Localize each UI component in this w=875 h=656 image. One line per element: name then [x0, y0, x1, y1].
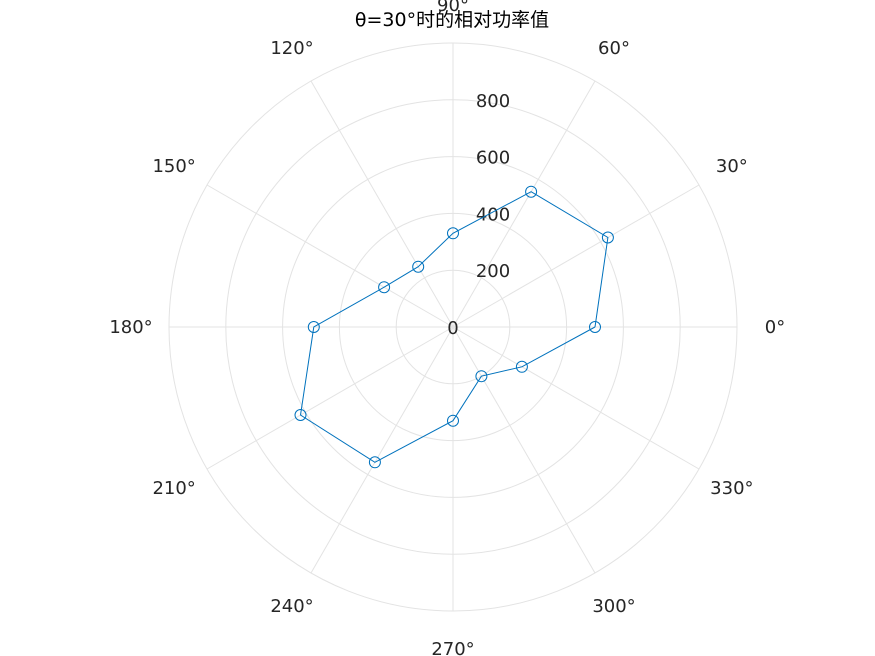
data-point-marker	[412, 260, 425, 273]
data-point-marker	[589, 321, 601, 333]
grid-spoke	[452, 326, 596, 574]
theta-tick-label: 120°	[270, 38, 313, 59]
theta-tick-label: 270°	[431, 639, 474, 656]
theta-tick-label: 240°	[270, 596, 313, 617]
grid-spoke	[206, 326, 454, 470]
data-point-marker	[378, 281, 391, 294]
grid-spoke	[452, 326, 700, 470]
theta-tick-label: 150°	[152, 156, 195, 177]
theta-tick-label: 90°	[437, 0, 469, 16]
chart-title: θ=30°时的相对功率值	[355, 9, 549, 31]
series-line	[299, 191, 609, 463]
grid-spoke	[206, 184, 454, 328]
theta-tick-label: 30°	[716, 156, 748, 177]
data-point-marker	[447, 414, 459, 427]
r-tick-label: 0	[447, 318, 458, 339]
r-tick-label: 200	[476, 261, 510, 282]
theta-tick-label: 180°	[109, 317, 152, 338]
grid-spoke	[310, 80, 454, 328]
theta-tick-label: 60°	[598, 38, 630, 59]
grid-spoke	[310, 326, 454, 574]
data-point-marker	[447, 227, 459, 240]
tick-labels: 0° 30° 60° 90° 120° 150° 180° 210° 240° 270° 300° 3…	[109, 0, 785, 656]
grid-spoke	[452, 80, 596, 328]
data-point-marker	[515, 360, 528, 373]
data-point-marker	[601, 231, 614, 244]
r-tick-label: 600	[476, 148, 510, 169]
data-series	[294, 185, 614, 469]
theta-tick-label: 300°	[592, 596, 635, 617]
data-point-marker	[294, 409, 307, 421]
polar-grid	[168, 42, 738, 612]
data-point-marker	[368, 456, 381, 469]
r-tick-label: 400	[476, 204, 510, 225]
theta-tick-label: 210°	[152, 478, 195, 499]
r-tick-label: 800	[476, 91, 510, 112]
data-point-marker	[475, 370, 488, 383]
data-point-marker	[307, 321, 320, 333]
theta-tick-label: 330°	[710, 478, 753, 499]
grid-spoke	[452, 184, 700, 328]
theta-tick-label: 0°	[765, 317, 785, 338]
data-point-marker	[525, 185, 538, 198]
